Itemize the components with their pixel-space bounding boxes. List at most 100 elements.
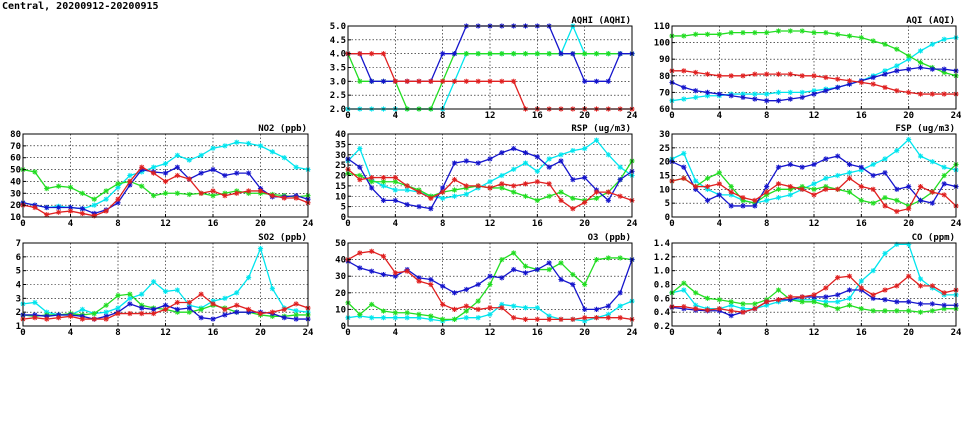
data-point (593, 306, 600, 312)
data-point (882, 41, 888, 47)
data-point-mark (570, 272, 576, 277)
data-point (499, 185, 505, 191)
data-point-mark (258, 143, 263, 149)
data-point-mark (523, 51, 528, 56)
data-point-mark (835, 292, 840, 298)
data-point (392, 179, 398, 185)
data-point-mark (859, 278, 864, 284)
data-point (293, 301, 299, 307)
data-point (593, 78, 600, 84)
data-point (115, 181, 121, 187)
data-point-mark (941, 164, 947, 170)
data-point (894, 197, 900, 203)
data-point (534, 266, 540, 273)
data-point-mark (870, 38, 876, 44)
data-point-mark (163, 190, 168, 196)
data-point-mark (918, 153, 923, 159)
data-point (56, 183, 62, 189)
data-point-mark (582, 282, 587, 287)
data-point (511, 145, 517, 152)
data-point (151, 193, 157, 199)
y-tick-label: 70 (10, 142, 21, 152)
data-point (681, 175, 687, 181)
data-point-mark (570, 148, 576, 153)
data-point (787, 294, 793, 300)
data-point-mark (894, 63, 900, 69)
data-point-mark (941, 306, 947, 312)
data-point (835, 299, 841, 305)
data-point (56, 209, 62, 215)
data-point-mark (487, 185, 493, 191)
x-tick-label: 8 (115, 328, 120, 338)
data-point (894, 186, 900, 192)
data-point (522, 263, 529, 269)
data-point-mark (835, 173, 840, 178)
x-tick-label: 0 (669, 111, 674, 121)
data-point-mark (859, 198, 864, 203)
data-point (44, 212, 50, 218)
data-point-mark (32, 300, 38, 305)
data-point (870, 200, 876, 206)
series-red (669, 68, 959, 97)
data-point (499, 275, 505, 281)
data-point (463, 303, 469, 309)
data-point (234, 170, 240, 176)
data-point (605, 152, 611, 158)
y-tick-label: 110 (654, 22, 670, 32)
data-point (546, 156, 552, 162)
data-point (582, 306, 588, 312)
y-tick-label: 3.0 (330, 77, 346, 87)
data-point (174, 306, 180, 312)
data-point (582, 174, 588, 181)
data-point (32, 204, 38, 211)
data-point (499, 78, 505, 84)
data-point-mark (717, 73, 722, 79)
data-point (257, 143, 264, 149)
data-point (941, 181, 947, 187)
data-point (127, 310, 133, 317)
data-point-mark (475, 79, 481, 84)
y-tick-label: 0.8 (654, 281, 670, 291)
data-point (917, 276, 924, 282)
data-point-mark (941, 302, 947, 308)
data-point (475, 298, 481, 304)
data-point (917, 153, 924, 159)
data-point-mark (728, 189, 734, 195)
data-point (451, 193, 458, 199)
data-point-mark (127, 179, 133, 184)
data-point-mark (258, 188, 263, 194)
data-point (617, 255, 623, 261)
data-point (174, 172, 180, 179)
data-point-mark (906, 206, 911, 212)
data-point-mark (740, 91, 746, 97)
data-point-mark (546, 313, 552, 319)
data-point-mark (487, 79, 493, 84)
data-point (246, 306, 252, 312)
data-point-mark (464, 158, 469, 164)
data-point-mark (210, 145, 216, 151)
y-tick-label: 0.4 (654, 308, 671, 318)
data-point (404, 310, 410, 316)
data-point-mark (357, 265, 363, 271)
y-tick-label: 0 (341, 213, 346, 223)
data-point (728, 30, 734, 36)
data-point-mark (606, 312, 611, 317)
data-point-mark (728, 302, 734, 308)
data-point-mark (175, 153, 180, 158)
data-point-mark (127, 182, 133, 188)
data-point (428, 313, 434, 319)
y-tick-label: 5 (16, 267, 21, 277)
data-point-mark (416, 315, 422, 321)
data-point (617, 303, 623, 309)
data-point-mark (381, 315, 386, 321)
data-point (882, 250, 888, 256)
data-point-mark (681, 175, 687, 181)
data-point-mark (693, 306, 698, 312)
data-point (704, 175, 711, 181)
data-point-mark (234, 190, 240, 196)
data-point-mark (80, 316, 85, 322)
data-point-mark (835, 76, 840, 82)
data-point (487, 179, 493, 185)
